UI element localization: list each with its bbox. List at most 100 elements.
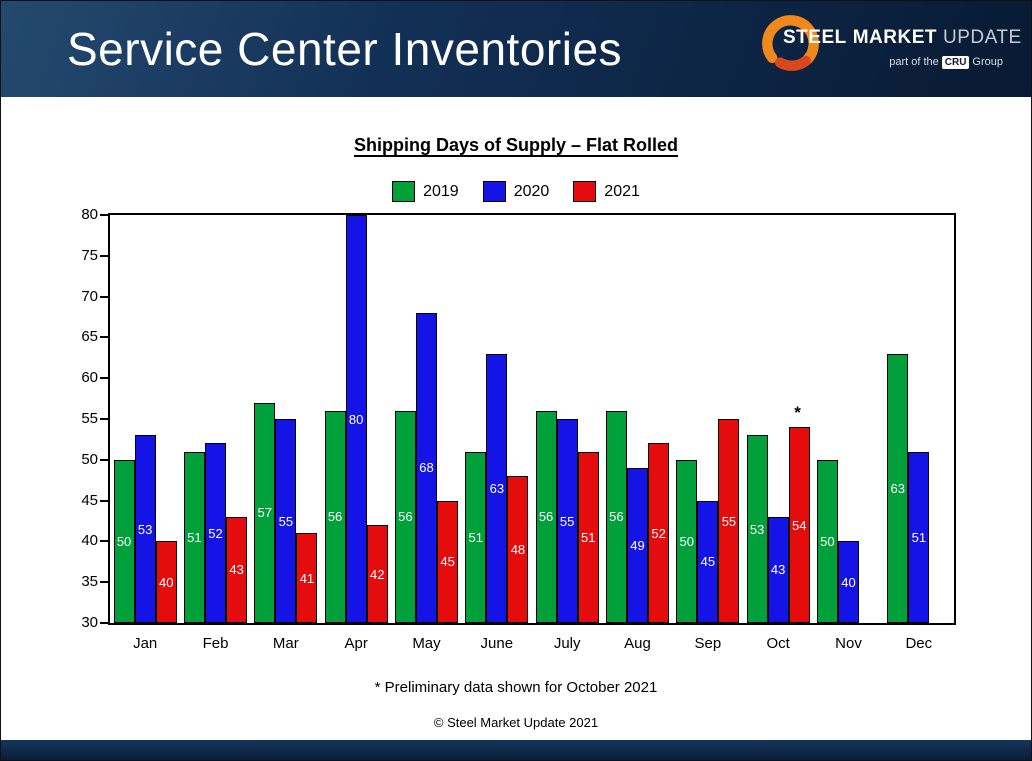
bar-value-label: 51: [581, 529, 596, 545]
bar-value-label: 56: [609, 509, 624, 525]
bar-2021-Oct: 54: [788, 427, 810, 623]
y-axis-tick: [100, 418, 108, 420]
y-axis-label-30: 30: [81, 614, 98, 631]
y-axis-label-65: 65: [81, 328, 98, 346]
y-axis-label-70: 70: [81, 287, 98, 305]
bar-value-label: 40: [841, 574, 856, 590]
x-axis-label-Mar: Mar: [272, 635, 299, 652]
bar-2020-July: 55: [556, 419, 578, 623]
x-axis-label-Feb: Feb: [202, 635, 229, 652]
bar-value-label: 52: [651, 525, 666, 541]
bar-2019-Sep: 50: [676, 459, 698, 623]
y-axis-label-40: 40: [81, 532, 98, 550]
x-axis-label-Dec: Dec: [905, 635, 933, 652]
logo-text: STEEL MARKET UPDATE part of the CRU Group: [783, 27, 1021, 69]
y-axis-tick: [100, 214, 108, 216]
y-axis-label-80: 80: [81, 206, 98, 223]
y-axis-tick: [100, 499, 108, 502]
legend-item-2020: 2020: [482, 181, 549, 202]
bar-value-label: 56: [538, 509, 554, 525]
bar-2019-Apr: 56: [324, 410, 346, 623]
header-banner: Service Center Inventories STEEL MARKET UP…: [1, 1, 1031, 97]
bar-value-label: 56: [327, 509, 343, 525]
plot-wrap: 50 53 40 51 52 43 57 55 41 56 80 42 56 68 45 51 63 48 56 55…: [81, 206, 956, 652]
y-axis-tick: [100, 295, 108, 298]
y-axis-tick: [100, 622, 108, 624]
bar-2020-Feb: 52: [204, 443, 227, 623]
bar-2020-Dec: 51: [908, 451, 930, 623]
bar-2021-Feb: 43: [226, 516, 248, 623]
y-axis-tick: [100, 458, 108, 461]
bar-2021-July: 51: [577, 451, 599, 623]
x-axis-label-Oct: Oct: [766, 635, 790, 652]
bar-2020-Jan: 53: [134, 435, 156, 623]
bar-2021-Aug: 52: [648, 443, 670, 623]
preliminary-asterisk: *: [794, 403, 801, 423]
bar-value-label: 52: [208, 525, 223, 541]
bar-2020-Apr: 80: [345, 215, 367, 623]
bar-value-label: 56: [398, 509, 413, 525]
bar-value-label: 51: [468, 529, 483, 545]
y-axis-label-50: 50: [81, 450, 98, 468]
bar-value-label: 57: [257, 505, 272, 521]
y-axis-tick: [100, 336, 108, 339]
bar-2020-Mar: 55: [275, 419, 297, 623]
y-axis-label-45: 45: [81, 491, 98, 509]
legend-label: 2021: [604, 182, 640, 200]
y-axis-tick: [100, 254, 108, 257]
bar-2021-June: 48: [507, 476, 529, 623]
bar-value-label: 42: [370, 566, 385, 582]
bar-2021-May: 45: [437, 500, 459, 623]
legend-swatch: [573, 181, 597, 202]
x-axis-label-July: July: [553, 635, 581, 652]
x-axis-label-Sep: Sep: [694, 635, 722, 652]
x-axis-label-Jan: Jan: [133, 635, 158, 652]
logo-tagline-post: Group: [972, 56, 1003, 68]
bar-value-label: 50: [679, 533, 694, 549]
smu-logo: STEEL MARKET UPDATE part of the CRU Group: [743, 13, 1021, 83]
logo-update-text: UPDATE: [943, 27, 1022, 48]
bar-2019-Oct: 53: [746, 435, 768, 623]
bar-value-label: 45: [700, 554, 716, 570]
bar-value-label: 50: [820, 533, 835, 549]
logo-market-text: MARKET: [852, 27, 938, 48]
bar-value-label: 43: [770, 562, 786, 578]
bar-value-label: 53: [137, 521, 153, 537]
bar-value-label: 53: [749, 521, 765, 537]
y-axis-tick: [100, 540, 108, 543]
bar-2020-Aug: 49: [626, 467, 649, 623]
bar-value-label: 45: [440, 554, 455, 570]
y-axis-tick: [100, 581, 108, 584]
bar-2019-July: 56: [535, 410, 557, 623]
bar-2020-May: 68: [415, 312, 438, 623]
x-axis-label-May: May: [412, 635, 441, 652]
footer-bar: [1, 740, 1031, 760]
plot-area: 50 53 40 51 52 43 57 55 41 56 80 42 56 68 45 51 63 48 56 55…: [108, 213, 956, 625]
bar-value-label: 49: [630, 537, 645, 553]
bar-2021-Apr: 42: [366, 525, 388, 623]
bar-value-label: 63: [489, 480, 505, 496]
bar-value-label: 55: [721, 513, 737, 529]
copyright: © Steel Market Update 2021: [433, 715, 599, 730]
bar-value-label: 55: [559, 513, 575, 529]
bar-value-label: 80: [348, 411, 364, 427]
chart-title: Shipping Days of Supply – Flat Rolled: [353, 135, 679, 155]
y-axis-tick: [100, 377, 108, 380]
x-axis-label-Apr: Apr: [344, 635, 368, 652]
legend-swatch: [392, 181, 416, 202]
bar-2021-Mar: 41: [296, 533, 318, 623]
logo-tagline: part of the CRU Group: [783, 56, 1005, 69]
page-title: Service Center Inventories: [67, 23, 623, 75]
y-axis-label-55: 55: [81, 410, 98, 427]
bar-2020-Oct: 43: [767, 516, 789, 623]
bar-2019-Mar: 57: [254, 402, 276, 623]
bar-2020-June: 63: [486, 353, 508, 623]
bar-2020-Nov: 40: [837, 541, 860, 623]
x-axis-label-June: June: [480, 635, 514, 652]
legend-item-2019: 2019: [392, 181, 459, 202]
bar-value-label: 68: [419, 460, 434, 476]
legend: 2019 2020 2021: [1, 181, 1031, 202]
footnote: * Preliminary data shown for October 202…: [374, 679, 658, 696]
logo-wordmark: STEEL MARKET UPDATE: [783, 27, 1021, 49]
